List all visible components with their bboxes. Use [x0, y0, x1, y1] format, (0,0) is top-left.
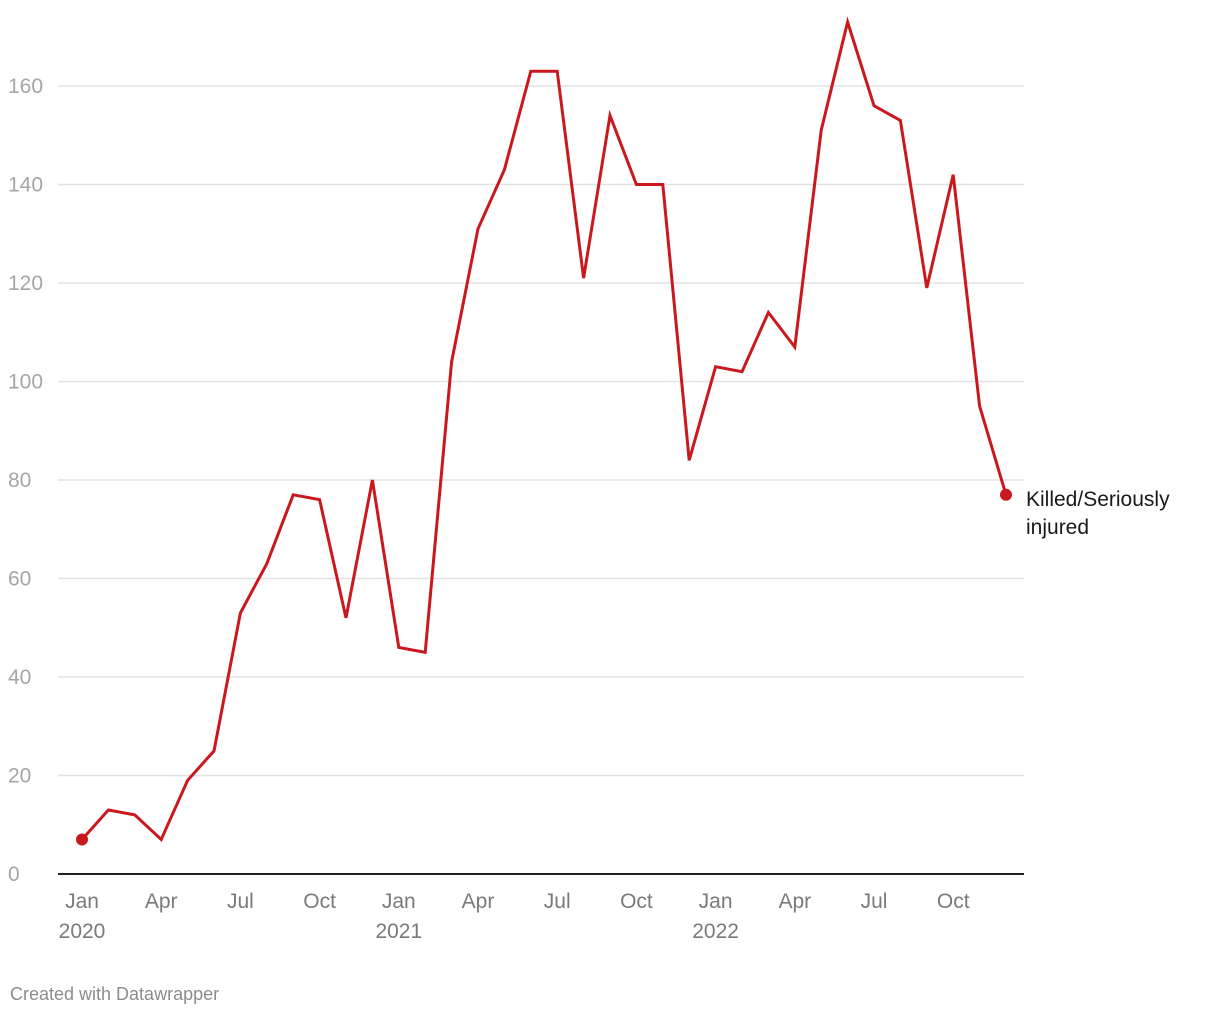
- x-tick-label: Apr: [778, 890, 811, 913]
- series-label: injured: [1026, 516, 1089, 539]
- x-tick-label: Jan: [65, 890, 99, 913]
- y-tick-label: 160: [8, 75, 43, 98]
- x-tick-year-label: 2021: [375, 920, 422, 943]
- y-tick-label: 60: [8, 568, 31, 591]
- x-tick-label: Jan: [699, 890, 733, 913]
- y-tick-label: 120: [8, 272, 43, 295]
- gridlines: [58, 85, 1024, 777]
- x-tick-label: Jul: [227, 890, 254, 913]
- y-tick-label: 20: [8, 765, 31, 788]
- x-tick-label: Apr: [462, 890, 495, 913]
- series-end-point: [1000, 488, 1012, 501]
- y-axis-ticks: 0 20 40 60 80 100 120 140 160: [8, 75, 43, 886]
- y-tick-label: 0: [8, 863, 20, 886]
- x-tick-label: Apr: [145, 890, 178, 913]
- x-tick-label: Oct: [937, 890, 970, 913]
- x-tick-year-label: 2020: [59, 920, 106, 943]
- x-tick-year-label: 2022: [692, 920, 739, 943]
- x-tick-label: Oct: [303, 890, 336, 913]
- series-label: Killed/Seriously: [1026, 488, 1170, 511]
- y-tick-label: 40: [8, 666, 31, 689]
- series-line: [80, 16, 1008, 843]
- credit-text: Created with Datawrapper: [10, 984, 220, 1004]
- series-start-point: [76, 833, 88, 846]
- x-tick-label: Oct: [620, 890, 653, 913]
- series-layer: Killed/Seriously injured: [76, 16, 1170, 846]
- x-tick-label: Jan: [382, 890, 416, 913]
- y-tick-label: 140: [8, 174, 43, 197]
- y-tick-label: 100: [8, 371, 43, 394]
- x-axis-ticks: Jan 2020 Apr Jul Oct Jan 2021 Apr Jul Oct Jan 2022 A…: [59, 890, 970, 943]
- x-tick-label: Jul: [861, 890, 888, 913]
- x-tick-label: Jul: [544, 890, 571, 913]
- y-tick-label: 80: [8, 469, 31, 492]
